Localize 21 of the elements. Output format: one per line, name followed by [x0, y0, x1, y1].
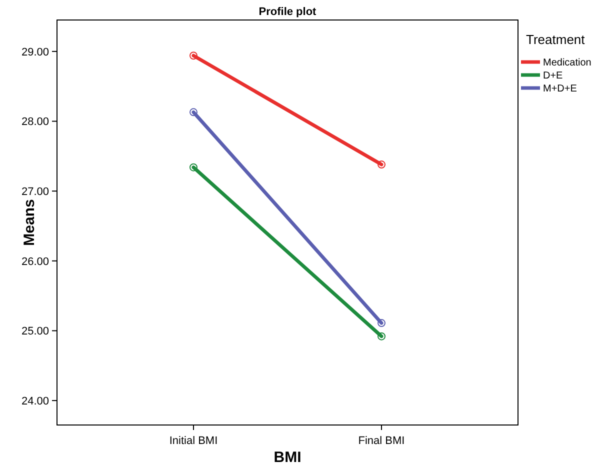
point: [378, 160, 386, 169]
point: [189, 108, 198, 116]
x-tick-label: Final BMI: [358, 435, 405, 447]
point: [189, 52, 198, 60]
point: [378, 332, 386, 340]
y-tick-label: 28.00: [21, 116, 49, 128]
legend-label: D+E: [543, 70, 564, 82]
legend-title: Treatment: [526, 32, 586, 47]
y-tick-label: 24.00: [21, 395, 49, 408]
legend-label: M+D+E: [543, 84, 578, 94]
x-axis-title: BMI: [274, 449, 302, 466]
point: [378, 319, 386, 328]
y-tick-label: 29.00: [21, 46, 49, 58]
point: [189, 163, 198, 172]
y-tick-label: 27.00: [21, 186, 49, 198]
y-tick-label: 26.00: [21, 256, 49, 268]
legend-label: Medication: [543, 58, 592, 68]
x-tick-label: Initial BMI: [169, 435, 218, 447]
y-axis-title: Means: [21, 199, 38, 246]
chart-title: Profile plot: [258, 6, 317, 18]
y-tick-label: 25.00: [21, 326, 49, 338]
